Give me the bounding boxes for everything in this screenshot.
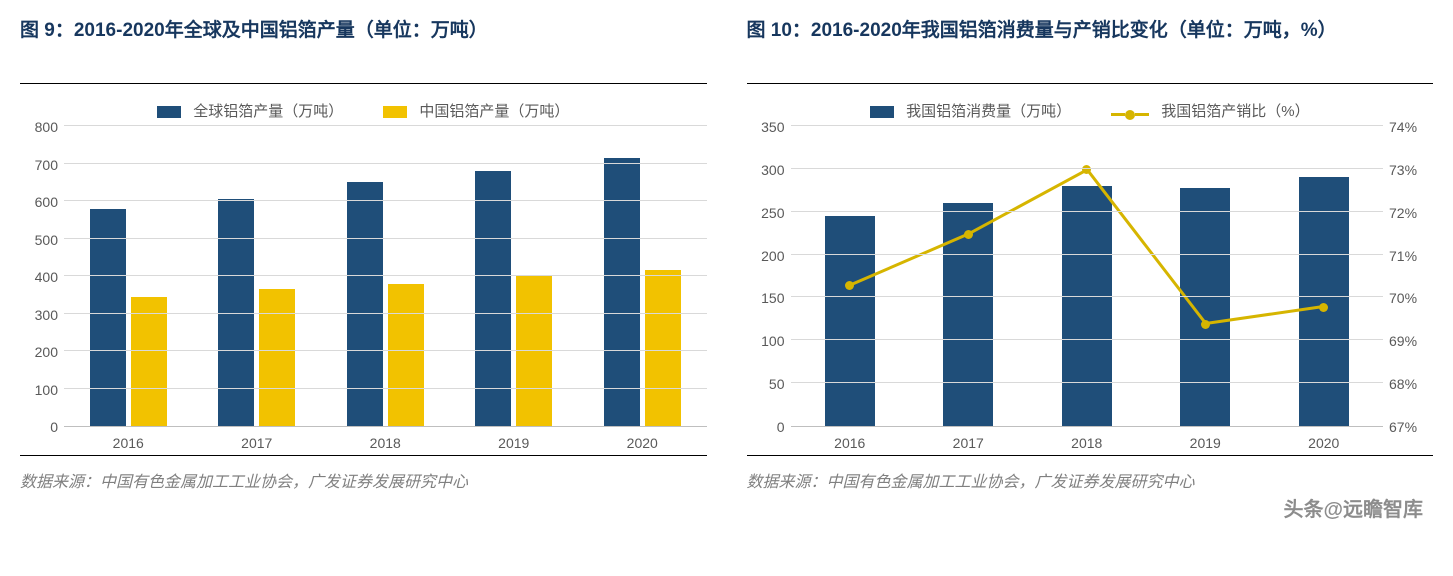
bar (131, 297, 167, 426)
x-tick-label: 2019 (450, 435, 579, 451)
bar (388, 284, 424, 427)
legend-label-ratio: 我国铝箔产销比（%） (1161, 103, 1309, 120)
figure-10-panel: 图 10：2016-2020年我国铝箔消费量与产销比变化（单位：万吨，%） 我国… (747, 15, 1434, 492)
line-marker (1201, 320, 1210, 329)
bar (604, 158, 640, 426)
figure-9-chart: 0100200300400500600700800 (20, 127, 707, 427)
line-marker (964, 230, 973, 239)
bar (347, 182, 383, 426)
bars-layer (64, 127, 707, 426)
legend-swatch-consumption (870, 106, 894, 118)
legend-item-consumption: 我国铝箔消费量（万吨） (870, 100, 1071, 121)
figure-10-legend: 我国铝箔消费量（万吨） 我国铝箔产销比（%） (747, 100, 1434, 121)
x-tick-label: 2017 (909, 435, 1028, 451)
line-layer (791, 127, 1384, 426)
bar (90, 209, 126, 427)
plot-area (791, 127, 1384, 427)
line-marker (1319, 303, 1328, 312)
figure-9-legend: 全球铝箔产量（万吨） 中国铝箔产量（万吨） (20, 100, 707, 121)
divider (747, 83, 1434, 84)
x-tick-label: 2017 (193, 435, 322, 451)
legend-label-consumption: 我国铝箔消费量（万吨） (906, 103, 1071, 120)
x-axis: 20162017201820192020 (64, 427, 707, 451)
x-axis: 20162017201820192020 (791, 427, 1384, 451)
legend-swatch-global (157, 106, 181, 118)
x-tick-label: 2018 (321, 435, 450, 451)
x-tick-label: 2016 (791, 435, 910, 451)
legend-swatch-ratio (1111, 110, 1149, 120)
legend-item-ratio: 我国铝箔产销比（%） (1111, 100, 1310, 121)
bar (259, 289, 295, 426)
divider (20, 83, 707, 84)
x-tick-label: 2018 (1028, 435, 1147, 451)
figure-10-chart: 050100150200250300350 67%68%69%70%71%72%… (747, 127, 1434, 427)
x-tick-label: 2019 (1146, 435, 1265, 451)
legend-item-china: 中国铝箔产量（万吨） (383, 100, 569, 121)
y-axis-left: 050100150200250300350 (747, 127, 791, 427)
x-tick-label: 2020 (1265, 435, 1384, 451)
y-axis-right: 67%68%69%70%71%72%73%74% (1383, 127, 1433, 427)
figure-9-title: 图 9：2016-2020年全球及中国铝箔产量（单位：万吨） (20, 15, 707, 79)
legend-item-global: 全球铝箔产量（万吨） (157, 100, 343, 121)
x-tick-label: 2016 (64, 435, 193, 451)
bar (645, 270, 681, 426)
figure-9-panel: 图 9：2016-2020年全球及中国铝箔产量（单位：万吨） 全球铝箔产量（万吨… (20, 15, 707, 492)
legend-label-global: 全球铝箔产量（万吨） (193, 103, 343, 120)
watermark: 头条@远瞻智库 (1283, 493, 1423, 522)
plot-area (64, 127, 707, 427)
bar (516, 276, 552, 426)
x-tick-label: 2020 (578, 435, 707, 451)
y-axis: 0100200300400500600700800 (20, 127, 64, 427)
divider (747, 455, 1434, 456)
figure-10-title: 图 10：2016-2020年我国铝箔消费量与产销比变化（单位：万吨，%） (747, 15, 1434, 79)
legend-swatch-china (383, 106, 407, 118)
figure-9-source: 数据来源：中国有色金属加工工业协会，广发证券发展研究中心 (20, 468, 707, 492)
divider (20, 455, 707, 456)
legend-label-china: 中国铝箔产量（万吨） (419, 103, 569, 120)
figure-10-source: 数据来源：中国有色金属加工工业协会，广发证券发展研究中心 (747, 468, 1434, 492)
